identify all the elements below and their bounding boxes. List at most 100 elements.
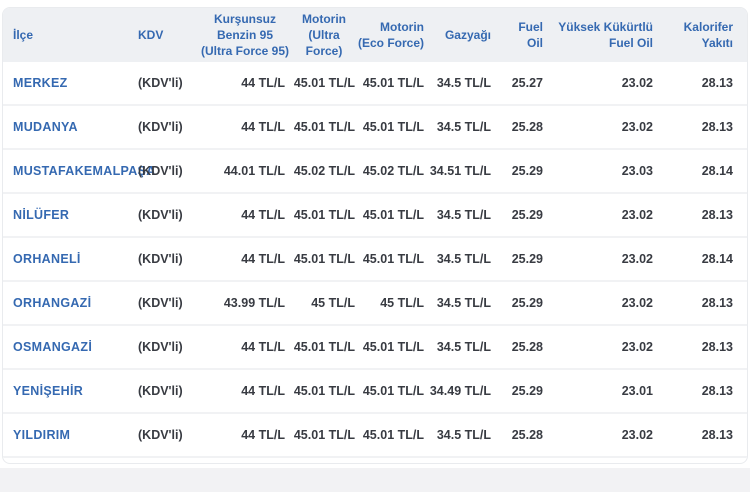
fuel-oil-cell: 25.29 (493, 150, 545, 194)
fuel-oil-cell: 25.28 (493, 414, 545, 458)
motorin-eco-cell: 45.01 TL/L (358, 326, 426, 370)
col-header-yuksek-fuel: Yüksek Kükürtlü Fuel Oil (545, 8, 655, 62)
benzin95-cell: 44 TL/L (200, 194, 290, 238)
kalorifer-cell: 28.13 (655, 326, 747, 370)
benzin95-cell: 44 TL/L (200, 238, 290, 282)
yuksek-fuel-cell: 23.02 (545, 194, 655, 238)
yuksek-fuel-cell: 23.02 (545, 62, 655, 106)
col-header-gazyagi: Gazyağı (426, 8, 493, 62)
kdv-cell: (KDV'li) (128, 238, 200, 282)
table-row: ORHANGAZİ (KDV'li) 43.99 TL/L 45 TL/L 45… (3, 282, 747, 326)
benzin95-cell: 44 TL/L (200, 106, 290, 150)
motorin-ultra-cell: 45.01 TL/L (290, 238, 358, 282)
table-row: MERKEZ (KDV'li) 44 TL/L 45.01 TL/L 45.01… (3, 62, 747, 106)
gazyagi-cell: 34.5 TL/L (426, 106, 493, 150)
yuksek-fuel-cell: 23.01 (545, 370, 655, 414)
kdv-cell: (KDV'li) (128, 370, 200, 414)
district-cell: ORHANELİ (3, 238, 128, 282)
gazyagi-cell: 34.5 TL/L (426, 194, 493, 238)
benzin95-cell: 44 TL/L (200, 414, 290, 458)
kdv-cell: (KDV'li) (128, 282, 200, 326)
kalorifer-cell: 28.13 (655, 106, 747, 150)
benzin95-cell: 43.99 TL/L (200, 282, 290, 326)
gazyagi-cell: 34.5 TL/L (426, 282, 493, 326)
header-row: İlçe KDV Kurşunsuz Benzin 95 (Ultra Force … (3, 8, 747, 62)
table-row: MUDANYA (KDV'li) 44 TL/L 45.01 TL/L 45.0… (3, 106, 747, 150)
kdv-cell: (KDV'li) (128, 150, 200, 194)
gazyagi-cell: 34.5 TL/L (426, 62, 493, 106)
fuel-oil-cell: 25.29 (493, 370, 545, 414)
kalorifer-cell: 28.14 (655, 238, 747, 282)
fuel-price-table: İlçe KDV Kurşunsuz Benzin 95 (Ultra Force … (3, 8, 747, 458)
motorin-eco-cell: 45.01 TL/L (358, 238, 426, 282)
yuksek-fuel-cell: 23.02 (545, 238, 655, 282)
kdv-cell: (KDV'li) (128, 62, 200, 106)
yuksek-fuel-cell: 23.02 (545, 414, 655, 458)
motorin-ultra-cell: 45.01 TL/L (290, 326, 358, 370)
col-header-motorin-eco: Motorin (Eco Force) (358, 8, 426, 62)
table-row: ORHANELİ (KDV'li) 44 TL/L 45.01 TL/L 45.… (3, 238, 747, 282)
district-cell: MERKEZ (3, 62, 128, 106)
district-cell: MUDANYA (3, 106, 128, 150)
col-header-kalorifer: Kalorifer Yakıtı (655, 8, 747, 62)
col-header-fuel-oil: Fuel Oil (493, 8, 545, 62)
kdv-cell: (KDV'li) (128, 326, 200, 370)
kdv-cell: (KDV'li) (128, 194, 200, 238)
fuel-oil-cell: 25.28 (493, 326, 545, 370)
benzin95-cell: 44 TL/L (200, 326, 290, 370)
kalorifer-cell: 28.13 (655, 194, 747, 238)
table-row: NİLÜFER (KDV'li) 44 TL/L 45.01 TL/L 45.0… (3, 194, 747, 238)
motorin-ultra-cell: 45.02 TL/L (290, 150, 358, 194)
kdv-cell: (KDV'li) (128, 106, 200, 150)
motorin-ultra-cell: 45 TL/L (290, 282, 358, 326)
motorin-eco-cell: 45.01 TL/L (358, 106, 426, 150)
col-header-district: İlçe (3, 8, 128, 62)
fuel-oil-cell: 25.27 (493, 62, 545, 106)
table-row: YILDIRIM (KDV'li) 44 TL/L 45.01 TL/L 45.… (3, 414, 747, 458)
motorin-ultra-cell: 45.01 TL/L (290, 62, 358, 106)
gazyagi-cell: 34.5 TL/L (426, 326, 493, 370)
kalorifer-cell: 28.14 (655, 150, 747, 194)
motorin-eco-cell: 45.01 TL/L (358, 62, 426, 106)
table-header: İlçe KDV Kurşunsuz Benzin 95 (Ultra Force … (3, 8, 747, 62)
benzin95-cell: 44 TL/L (200, 370, 290, 414)
fuel-oil-cell: 25.28 (493, 106, 545, 150)
motorin-eco-cell: 45 TL/L (358, 282, 426, 326)
kalorifer-cell: 28.13 (655, 414, 747, 458)
yuksek-fuel-cell: 23.02 (545, 326, 655, 370)
district-cell: OSMANGAZİ (3, 326, 128, 370)
gazyagi-cell: 34.51 TL/L (426, 150, 493, 194)
yuksek-fuel-cell: 23.02 (545, 282, 655, 326)
kalorifer-cell: 28.13 (655, 370, 747, 414)
fuel-price-table-container: İlçe KDV Kurşunsuz Benzin 95 (Ultra Force … (2, 7, 748, 464)
gazyagi-cell: 34.5 TL/L (426, 238, 493, 282)
table-row: MUSTAFAKEMALPAŞA (KDV'li) 44.01 TL/L 45.… (3, 150, 747, 194)
motorin-eco-cell: 45.02 TL/L (358, 150, 426, 194)
price-table-body: MERKEZ (KDV'li) 44 TL/L 45.01 TL/L 45.01… (3, 62, 747, 458)
col-header-benzin95: Kurşunsuz Benzin 95 (Ultra Force 95) (200, 8, 290, 62)
gazyagi-cell: 34.5 TL/L (426, 414, 493, 458)
district-cell: NİLÜFER (3, 194, 128, 238)
district-cell: YILDIRIM (3, 414, 128, 458)
district-cell: ORHANGAZİ (3, 282, 128, 326)
col-header-motorin-ultra: Motorin (Ultra Force) (290, 8, 358, 62)
motorin-ultra-cell: 45.01 TL/L (290, 370, 358, 414)
motorin-eco-cell: 45.01 TL/L (358, 370, 426, 414)
yuksek-fuel-cell: 23.03 (545, 150, 655, 194)
table-row: OSMANGAZİ (KDV'li) 44 TL/L 45.01 TL/L 45… (3, 326, 747, 370)
district-cell: YENİŞEHİR (3, 370, 128, 414)
motorin-ultra-cell: 45.01 TL/L (290, 194, 358, 238)
page: { "colors": { "accent_blue": "#3569b1", … (0, 7, 750, 492)
motorin-ultra-cell: 45.01 TL/L (290, 106, 358, 150)
kalorifer-cell: 28.13 (655, 62, 747, 106)
motorin-eco-cell: 45.01 TL/L (358, 414, 426, 458)
gazyagi-cell: 34.49 TL/L (426, 370, 493, 414)
table-row: YENİŞEHİR (KDV'li) 44 TL/L 45.01 TL/L 45… (3, 370, 747, 414)
benzin95-cell: 44.01 TL/L (200, 150, 290, 194)
district-cell: MUSTAFAKEMALPAŞA (3, 150, 155, 194)
kdv-cell: (KDV'li) (128, 414, 200, 458)
fuel-oil-cell: 25.29 (493, 194, 545, 238)
yuksek-fuel-cell: 23.02 (545, 106, 655, 150)
fuel-oil-cell: 25.29 (493, 238, 545, 282)
kalorifer-cell: 28.13 (655, 282, 747, 326)
